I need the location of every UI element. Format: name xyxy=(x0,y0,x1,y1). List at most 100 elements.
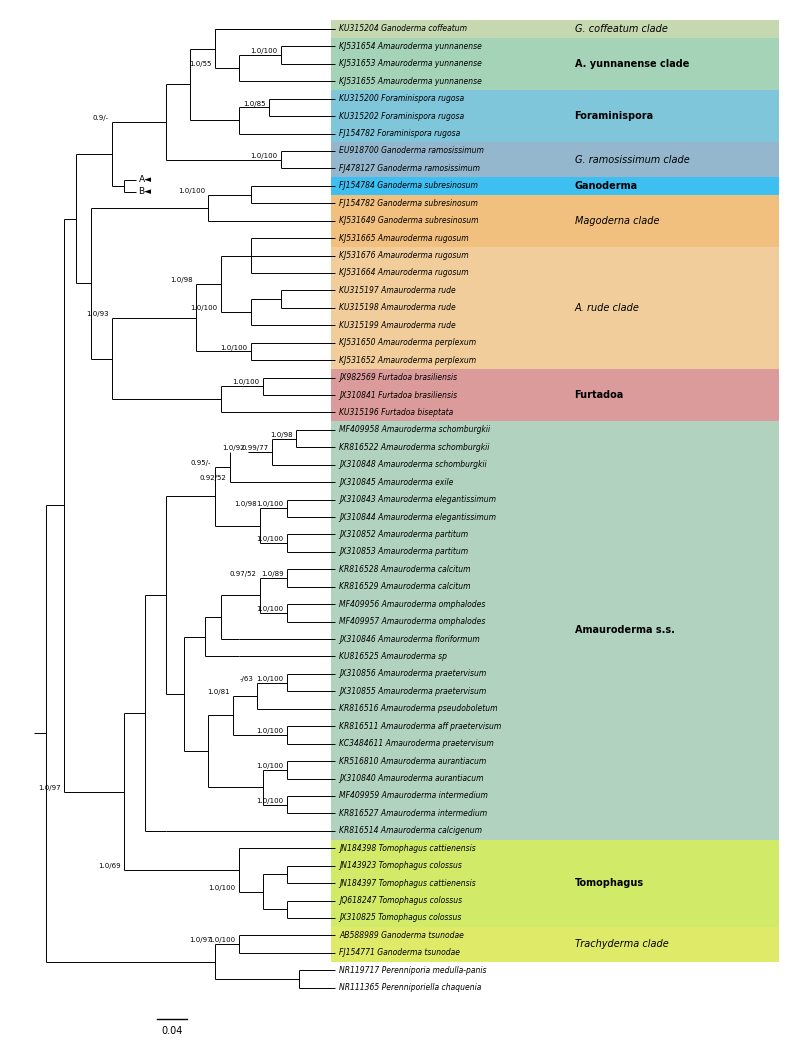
Bar xyxy=(331,927,780,962)
Text: KU315197 Amauroderma rude: KU315197 Amauroderma rude xyxy=(339,286,456,295)
Text: 0.97/52: 0.97/52 xyxy=(230,571,256,577)
Text: KJ531650 Amauroderma perplexum: KJ531650 Amauroderma perplexum xyxy=(339,338,476,347)
Text: 0.04: 0.04 xyxy=(162,1026,183,1036)
Text: KR816522 Amauroderma schomburgkii: KR816522 Amauroderma schomburgkii xyxy=(339,443,489,451)
Text: KR816516 Amauroderma pseudoboletum: KR816516 Amauroderma pseudoboletum xyxy=(339,704,498,713)
Text: MF409957 Amauroderma omphalodes: MF409957 Amauroderma omphalodes xyxy=(339,617,485,626)
Text: FJ478127 Ganoderma ramosissimum: FJ478127 Ganoderma ramosissimum xyxy=(339,164,480,173)
Text: 1.0/100: 1.0/100 xyxy=(190,306,218,311)
Bar xyxy=(331,194,780,246)
Text: 1.0/98: 1.0/98 xyxy=(270,432,292,438)
Text: KJ531652 Amauroderma perplexum: KJ531652 Amauroderma perplexum xyxy=(339,356,476,365)
Text: KU315204 Ganoderma coffeatum: KU315204 Ganoderma coffeatum xyxy=(339,24,467,33)
Text: 1.0/100: 1.0/100 xyxy=(251,153,277,159)
Text: JX310844 Amauroderma elegantissimum: JX310844 Amauroderma elegantissimum xyxy=(339,513,496,521)
Text: 1.0/100: 1.0/100 xyxy=(256,676,284,682)
Bar xyxy=(331,421,780,839)
Bar xyxy=(331,142,780,177)
Text: 1.0/100: 1.0/100 xyxy=(256,501,284,508)
Text: FJ154782 Foraminispora rugosa: FJ154782 Foraminispora rugosa xyxy=(339,129,460,138)
Text: AB588989 Ganoderma tsunodae: AB588989 Ganoderma tsunodae xyxy=(339,931,464,940)
Text: KJ531653 Amauroderma yunnanense: KJ531653 Amauroderma yunnanense xyxy=(339,59,482,69)
Bar xyxy=(331,37,780,89)
Text: KJ531665 Amauroderma rugosum: KJ531665 Amauroderma rugosum xyxy=(339,234,468,242)
Text: JX310856 Amauroderma praetervisum: JX310856 Amauroderma praetervisum xyxy=(339,670,487,678)
Text: KJ531655 Amauroderma yunnanense: KJ531655 Amauroderma yunnanense xyxy=(339,77,482,85)
Text: Tomophagus: Tomophagus xyxy=(575,878,644,888)
Text: 1.0/100: 1.0/100 xyxy=(220,344,248,350)
Text: JX310840 Amauroderma aurantiacum: JX310840 Amauroderma aurantiacum xyxy=(339,774,483,783)
Text: KU315196 Furtadoa biseptata: KU315196 Furtadoa biseptata xyxy=(339,408,454,417)
Text: 1.0/97: 1.0/97 xyxy=(189,937,211,943)
Text: 1.0/100: 1.0/100 xyxy=(251,48,277,54)
Text: MF409958 Amauroderma schomburgkii: MF409958 Amauroderma schomburgkii xyxy=(339,425,490,435)
Bar xyxy=(331,177,780,194)
Text: 1.0/100: 1.0/100 xyxy=(233,380,259,386)
Text: KR516810 Amauroderma aurantiacum: KR516810 Amauroderma aurantiacum xyxy=(339,756,487,765)
Text: JQ618247 Tomophagus colossus: JQ618247 Tomophagus colossus xyxy=(339,896,462,905)
Text: 1.0/100: 1.0/100 xyxy=(208,885,236,891)
Bar xyxy=(331,246,780,369)
Text: MF409956 Amauroderma omphalodes: MF409956 Amauroderma omphalodes xyxy=(339,600,485,608)
Text: 1.0/98: 1.0/98 xyxy=(234,501,256,508)
Text: KR816527 Amauroderma intermedium: KR816527 Amauroderma intermedium xyxy=(339,809,487,817)
Text: 1.0/100: 1.0/100 xyxy=(256,537,284,542)
Text: B◄: B◄ xyxy=(138,187,152,197)
Text: 1.0/81: 1.0/81 xyxy=(207,688,230,695)
Text: KR816514 Amauroderma calcigenum: KR816514 Amauroderma calcigenum xyxy=(339,827,482,835)
Text: KU816525 Amauroderma sp: KU816525 Amauroderma sp xyxy=(339,652,447,661)
Text: 1.0/55: 1.0/55 xyxy=(189,61,211,68)
Text: KU315199 Amauroderma rude: KU315199 Amauroderma rude xyxy=(339,320,456,330)
Text: NR111365 Perenniporiella chaquenia: NR111365 Perenniporiella chaquenia xyxy=(339,983,481,992)
Text: 0.99/77: 0.99/77 xyxy=(241,445,269,450)
Text: Foraminispora: Foraminispora xyxy=(575,111,654,121)
Text: FJ154784 Ganoderma subresinosum: FJ154784 Ganoderma subresinosum xyxy=(339,181,478,190)
Text: Furtadoa: Furtadoa xyxy=(575,390,624,400)
Text: KJ531676 Amauroderma rugosum: KJ531676 Amauroderma rugosum xyxy=(339,251,468,260)
Text: 1.0/100: 1.0/100 xyxy=(256,763,284,769)
Text: JX310841 Furtadoa brasiliensis: JX310841 Furtadoa brasiliensis xyxy=(339,390,457,399)
Text: EU918700 Ganoderma ramosissimum: EU918700 Ganoderma ramosissimum xyxy=(339,147,484,155)
Text: KR816528 Amauroderma calcitum: KR816528 Amauroderma calcitum xyxy=(339,565,470,574)
Text: 1.0/100: 1.0/100 xyxy=(256,606,284,613)
Text: 1.0/93: 1.0/93 xyxy=(86,311,109,317)
Text: Trachyderma clade: Trachyderma clade xyxy=(575,939,668,950)
Text: A◄: A◄ xyxy=(138,175,152,184)
Text: 1.0/100: 1.0/100 xyxy=(256,798,284,804)
Text: KU315200 Foraminispora rugosa: KU315200 Foraminispora rugosa xyxy=(339,95,464,103)
Text: A. yunnanense clade: A. yunnanense clade xyxy=(575,59,689,69)
Text: -/63: -/63 xyxy=(240,676,254,682)
Text: JX310853 Amauroderma partitum: JX310853 Amauroderma partitum xyxy=(339,547,468,556)
Text: 1.0/92: 1.0/92 xyxy=(222,445,244,450)
Text: JX310855 Amauroderma praetervisum: JX310855 Amauroderma praetervisum xyxy=(339,686,487,696)
Text: 1.0/97: 1.0/97 xyxy=(38,784,61,790)
Text: KU315202 Foraminispora rugosa: KU315202 Foraminispora rugosa xyxy=(339,111,464,121)
Text: MF409959 Amauroderma intermedium: MF409959 Amauroderma intermedium xyxy=(339,791,488,801)
Text: 1.0/100: 1.0/100 xyxy=(178,187,205,193)
Text: JN184398 Tomophagus cattienensis: JN184398 Tomophagus cattienensis xyxy=(339,843,476,853)
Text: Magoderna clade: Magoderna clade xyxy=(575,215,659,226)
Text: A. rude clade: A. rude clade xyxy=(575,303,640,313)
Text: KJ531654 Amauroderma yunnanense: KJ531654 Amauroderma yunnanense xyxy=(339,42,482,51)
Text: KU315198 Amauroderma rude: KU315198 Amauroderma rude xyxy=(339,304,456,312)
Text: G. coffeatum clade: G. coffeatum clade xyxy=(575,24,667,34)
Text: JX310846 Amauroderma floriformum: JX310846 Amauroderma floriformum xyxy=(339,634,479,644)
Text: KJ531649 Ganoderma subresinosum: KJ531649 Ganoderma subresinosum xyxy=(339,216,479,226)
Text: KR816511 Amauroderma aff praetervisum: KR816511 Amauroderma aff praetervisum xyxy=(339,722,501,731)
Text: 1.0/85: 1.0/85 xyxy=(243,101,266,106)
Bar xyxy=(331,839,780,927)
Text: 0.95/-: 0.95/- xyxy=(191,460,211,466)
Text: JX310845 Amauroderma exile: JX310845 Amauroderma exile xyxy=(339,477,454,487)
Text: NR119717 Perenniporia medulla-panis: NR119717 Perenniporia medulla-panis xyxy=(339,966,487,974)
Text: 1.0/98: 1.0/98 xyxy=(171,277,193,283)
Text: FJ154782 Ganoderma subresinosum: FJ154782 Ganoderma subresinosum xyxy=(339,199,478,208)
Text: FJ154771 Ganoderma tsunodae: FJ154771 Ganoderma tsunodae xyxy=(339,948,460,958)
Bar xyxy=(331,89,780,142)
Bar xyxy=(331,20,780,37)
Text: KJ531664 Amauroderma rugosum: KJ531664 Amauroderma rugosum xyxy=(339,268,468,278)
Text: JN184397 Tomophagus cattienensis: JN184397 Tomophagus cattienensis xyxy=(339,879,476,887)
Text: Ganoderma: Ganoderma xyxy=(575,181,637,190)
Text: 0.92/52: 0.92/52 xyxy=(200,475,226,482)
Text: JX310852 Amauroderma partitum: JX310852 Amauroderma partitum xyxy=(339,530,468,539)
Text: 1.0/89: 1.0/89 xyxy=(261,571,284,577)
